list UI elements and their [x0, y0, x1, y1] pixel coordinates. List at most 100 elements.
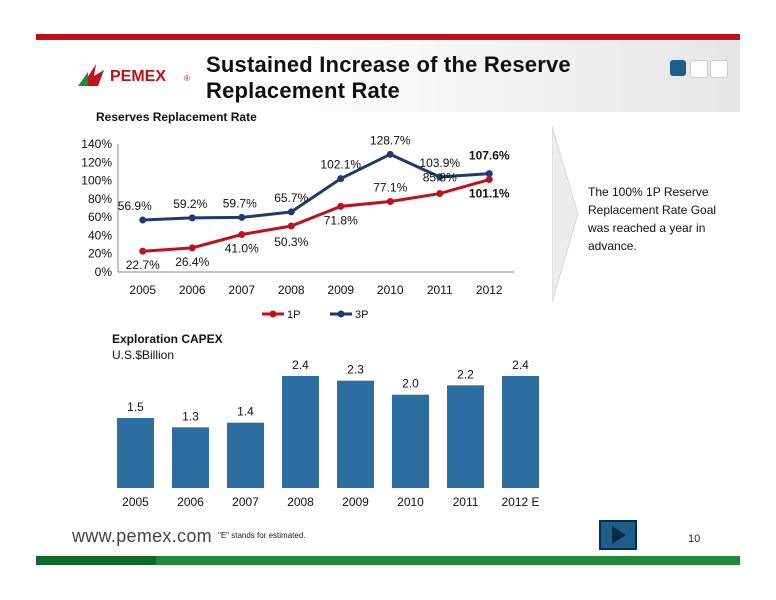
x-tick-label: 2009	[342, 495, 369, 509]
data-point-3P	[386, 150, 394, 158]
data-point-3P	[337, 175, 345, 183]
x-tick-label: 2007	[228, 283, 255, 297]
bar	[117, 418, 154, 488]
title-line-2: Replacement Rate	[206, 78, 400, 103]
reserves-replacement-chart: 0% 20% 40% 60% 80% 100% 120% 140% 2005 2006 2007 20…	[81, 133, 514, 321]
legend-label-1P: 1P	[287, 309, 300, 321]
bottom-green-bar-accent	[36, 556, 156, 565]
chevron-arrow-icon	[552, 126, 578, 302]
page-number: 10	[688, 533, 701, 545]
data-point-3P	[188, 214, 196, 222]
data-point-1P	[188, 244, 196, 252]
bar-value-label: 2.4	[512, 358, 529, 372]
bar	[172, 427, 209, 488]
x-tick-label: 2008	[287, 495, 314, 509]
data-label-3P: 128.7%	[370, 133, 411, 147]
data-label-1P: 101.1%	[469, 187, 510, 201]
y-tick-label: 80%	[88, 192, 112, 206]
data-point-1P	[139, 247, 147, 255]
play-arrow-icon	[612, 526, 626, 544]
data-point-3P	[485, 170, 493, 178]
bar	[447, 385, 484, 488]
data-label-3P: 59.7%	[223, 196, 257, 210]
data-label-1P: 26.4%	[175, 255, 209, 269]
x-tick-label: 2009	[327, 283, 354, 297]
data-point-3P	[287, 208, 295, 216]
data-point-1P	[287, 222, 295, 230]
x-tick-label: 2010	[397, 495, 424, 509]
x-tick-label: 2010	[377, 283, 404, 297]
bar-value-label: 1.4	[237, 405, 254, 419]
footer-url[interactable]: www.pemex.com	[72, 526, 212, 546]
x-tick-label: 2005	[122, 495, 149, 509]
bar	[392, 394, 429, 488]
bar-value-label: 2.4	[292, 358, 309, 372]
data-label-3P: 107.6%	[469, 149, 510, 163]
series-line-1P	[142, 178, 490, 253]
nav-square-icon	[710, 60, 728, 78]
data-label-3P: 102.1%	[320, 158, 361, 172]
data-label-3P: 59.2%	[173, 197, 207, 211]
data-point-1P	[436, 190, 444, 198]
x-tick-label: 2005	[129, 283, 156, 297]
header-band	[36, 40, 740, 112]
y-tick-label: 140%	[81, 137, 112, 151]
legend-label-3P: 3P	[355, 309, 368, 321]
bottom-green-bar	[36, 556, 740, 565]
bar-value-label: 2.0	[402, 377, 419, 391]
nav-square-icon	[670, 60, 686, 76]
data-point-3P	[436, 173, 444, 181]
bar-value-label: 2.3	[347, 363, 364, 377]
x-tick-label: 2008	[278, 283, 305, 297]
data-label-1P: 85.8%	[423, 171, 457, 185]
data-label-1P: 71.8%	[324, 213, 358, 227]
data-label-1P: 22.7%	[126, 258, 160, 272]
top-red-bar	[36, 34, 740, 40]
y-tick-label: 120%	[81, 155, 112, 169]
data-label-1P: 77.1%	[373, 181, 407, 195]
y-tick-label: 60%	[88, 210, 112, 224]
pemex-logo: PEMEX ®	[74, 56, 214, 92]
data-label-3P: 56.9%	[118, 199, 152, 213]
data-point-3P	[139, 216, 147, 224]
data-label-1P: 41.0%	[225, 242, 259, 256]
x-tick-label: 2011	[427, 283, 453, 297]
x-tick-label: 2006	[179, 283, 206, 297]
x-tick-label: 2012	[476, 283, 503, 297]
nav-square-icon	[690, 60, 708, 78]
data-label-1P: 50.3%	[274, 235, 308, 249]
bar	[282, 376, 319, 488]
bar-value-label: 1.3	[182, 409, 199, 423]
bar	[337, 380, 374, 488]
x-tick-label: 2012 E	[501, 495, 539, 509]
logo-text: PEMEX	[110, 68, 166, 85]
y-tick-label: 0%	[95, 265, 113, 279]
next-slide-button[interactable]	[599, 520, 637, 550]
bar-value-label: 1.5	[127, 400, 144, 414]
exploration-capex-chart: 1.5 2005 1.3 2006 1.4 2007 2.4 2008 2.3 2009 2.0 20…	[117, 358, 540, 509]
bar	[502, 376, 539, 488]
bar	[227, 422, 264, 488]
title-line-1: Sustained Increase of the Reserve	[206, 52, 571, 77]
bar-value-label: 2.2	[457, 367, 474, 381]
goal-note: The 100% 1P Reserve Replacement Rate Goa…	[588, 185, 717, 253]
legend-marker-1P	[269, 310, 277, 318]
x-tick-label: 2007	[232, 495, 259, 509]
page-title: Sustained Increase of the Reserve Replac…	[206, 52, 606, 104]
chart2-subtitle: U.S.$Billion	[112, 348, 175, 362]
data-point-1P	[238, 231, 246, 239]
y-tick-label: 20%	[88, 247, 112, 261]
data-label-3P: 65.7%	[274, 191, 308, 205]
data-point-3P	[238, 213, 246, 221]
data-point-1P	[337, 202, 345, 210]
chart2-title: Exploration CAPEX	[112, 332, 223, 346]
x-tick-label: 2006	[177, 495, 204, 509]
x-tick-label: 2011	[453, 495, 479, 509]
chart1-title: Reserves Replacement Rate	[96, 110, 257, 124]
series-line-3P	[142, 152, 490, 222]
svg-text:®: ®	[184, 74, 190, 83]
y-tick-label: 100%	[81, 174, 112, 188]
legend-marker-3P	[337, 310, 345, 318]
data-label-3P: 103.9%	[419, 156, 460, 170]
estimate-footnote: "E" stands for estimated.	[218, 531, 306, 540]
